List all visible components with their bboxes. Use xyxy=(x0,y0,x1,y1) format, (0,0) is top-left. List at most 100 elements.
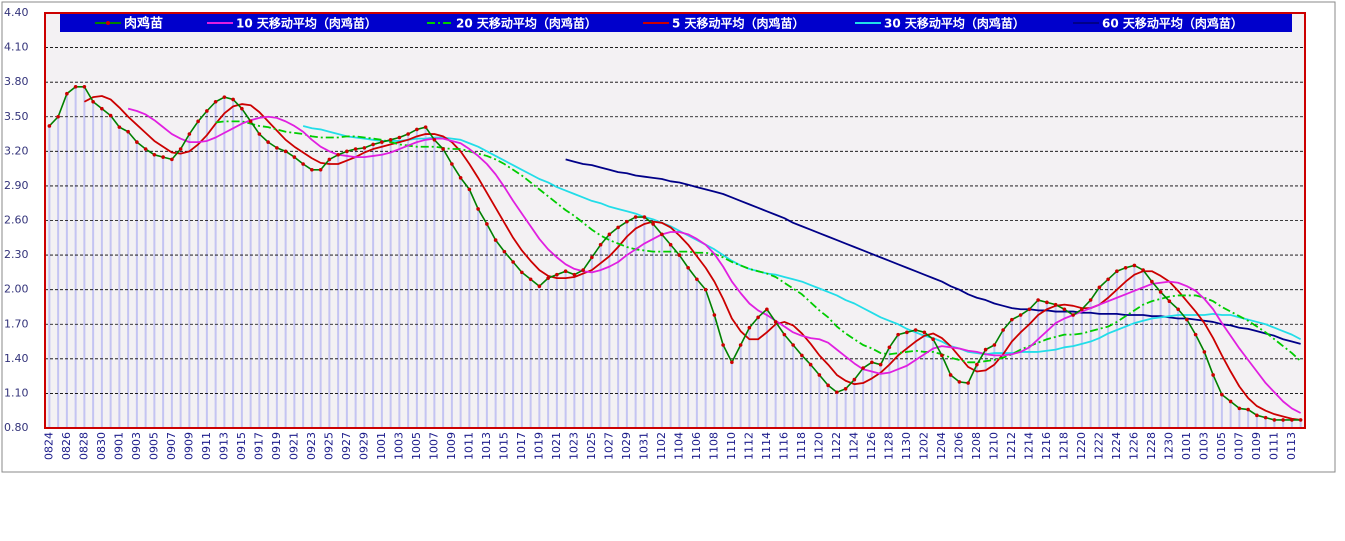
value-bar xyxy=(503,251,506,428)
data-point xyxy=(773,320,778,324)
value-bar xyxy=(835,392,838,428)
data-point xyxy=(581,268,585,272)
series-line xyxy=(565,158,1301,345)
data-point xyxy=(633,215,638,219)
value-bar xyxy=(468,189,471,428)
data-point xyxy=(992,343,997,347)
data-point xyxy=(782,332,787,337)
value-bar xyxy=(1299,419,1302,428)
x-tick-label: 1216 xyxy=(1040,432,1053,460)
value-bar xyxy=(1185,319,1188,428)
value-bar xyxy=(555,274,558,428)
value-bar xyxy=(827,385,830,428)
value-bar xyxy=(643,217,646,428)
value-bar xyxy=(459,177,462,428)
data-point xyxy=(931,337,935,342)
x-tick-label: 0828 xyxy=(77,432,90,460)
value-bar xyxy=(494,240,497,428)
value-bar xyxy=(1282,419,1285,428)
value-bar xyxy=(1089,300,1092,428)
data-point xyxy=(248,119,253,124)
data-point xyxy=(738,343,743,347)
value-bar xyxy=(1229,401,1232,428)
value-bar xyxy=(127,131,130,428)
data-point xyxy=(651,222,655,226)
x-tick-label: 1222 xyxy=(1092,432,1105,460)
value-bar xyxy=(722,345,725,428)
data-point xyxy=(905,330,909,335)
x-tick-label: 0929 xyxy=(357,432,370,460)
x-tick-label: 1023 xyxy=(567,432,580,460)
x-tick-label: 0919 xyxy=(270,432,283,460)
data-point xyxy=(170,157,174,162)
x-tick-label: 1110 xyxy=(725,432,738,460)
data-point xyxy=(283,149,288,154)
data-point xyxy=(240,106,244,111)
value-bar xyxy=(83,86,86,429)
value-bar xyxy=(477,208,480,428)
data-point xyxy=(1080,307,1084,312)
series-line xyxy=(48,85,1301,421)
legend-label: 10 天移动平均（肉鸡苗） xyxy=(236,16,377,31)
data-point xyxy=(205,109,209,113)
y-tick-label: 3.80 xyxy=(4,75,29,88)
value-bar xyxy=(65,93,68,428)
value-bar xyxy=(582,270,585,428)
x-tick-label: 1206 xyxy=(952,432,965,460)
value-bar xyxy=(564,271,567,428)
value-bar xyxy=(1124,267,1127,428)
value-bar xyxy=(372,144,375,428)
value-bar xyxy=(205,110,208,428)
x-tick-label: 1029 xyxy=(620,432,633,460)
x-tick-label: 1011 xyxy=(462,432,475,460)
value-bar xyxy=(109,115,112,428)
value-bar xyxy=(1028,309,1031,428)
legend-marker xyxy=(106,21,110,25)
value-bar xyxy=(573,274,576,428)
x-tick-label: 1224 xyxy=(1110,432,1123,460)
data-point xyxy=(292,155,297,159)
legend-background xyxy=(60,14,1292,32)
x-tick-label: 0826 xyxy=(60,432,73,460)
data-point xyxy=(843,387,848,391)
data-point xyxy=(187,132,192,136)
x-tick-label: 1005 xyxy=(410,432,423,460)
x-tick-label: 1226 xyxy=(1127,432,1140,460)
data-point xyxy=(1202,350,1207,354)
data-point xyxy=(1158,290,1163,294)
value-bar xyxy=(660,234,663,428)
value-bar xyxy=(687,267,690,428)
x-tick-label: 0927 xyxy=(340,432,353,460)
data-point xyxy=(520,270,524,275)
value-bar xyxy=(905,332,908,428)
data-point xyxy=(126,129,130,134)
y-tick-label: 3.20 xyxy=(4,144,29,157)
data-point xyxy=(695,277,699,282)
data-point xyxy=(441,147,445,151)
value-bar xyxy=(512,262,515,428)
legend-label: 20 天移动平均（肉鸡苗） xyxy=(456,16,597,31)
value-bar xyxy=(792,345,795,428)
data-point xyxy=(878,362,883,367)
plot-border xyxy=(44,12,1306,429)
value-bar xyxy=(1063,309,1066,428)
value-bar xyxy=(302,164,305,428)
data-point xyxy=(1263,415,1268,420)
data-point xyxy=(380,140,384,144)
x-tick-label: 1001 xyxy=(375,432,388,460)
data-point xyxy=(502,249,507,254)
data-point xyxy=(607,232,612,237)
value-bar xyxy=(328,159,331,428)
value-bar xyxy=(949,374,952,428)
data-point xyxy=(362,146,367,150)
data-point xyxy=(1185,317,1189,322)
value-bar xyxy=(188,134,191,428)
value-bar xyxy=(774,321,777,428)
data-point xyxy=(852,377,857,382)
value-bar xyxy=(993,345,996,428)
series-line xyxy=(127,107,1302,414)
data-point xyxy=(222,95,227,99)
value-bar xyxy=(1247,409,1250,428)
value-bar xyxy=(923,332,926,428)
value-bar xyxy=(319,169,322,428)
